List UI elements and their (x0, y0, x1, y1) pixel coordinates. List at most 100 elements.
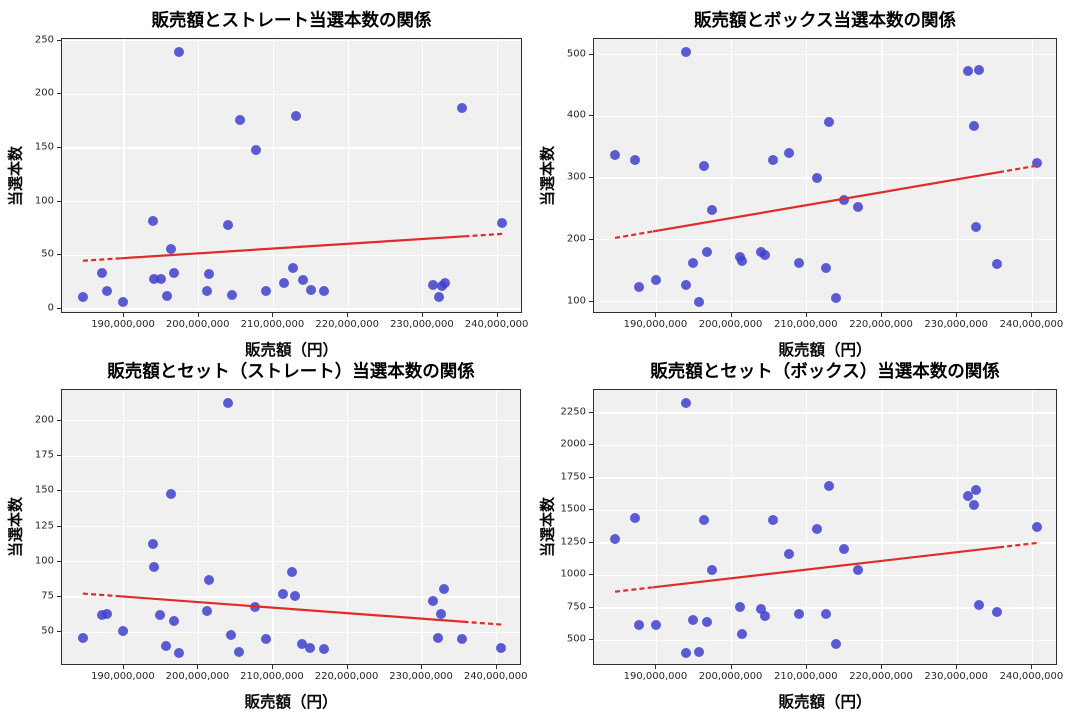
scatter-point (707, 565, 718, 576)
y-axis-label: 当選本数 (538, 145, 557, 206)
x-tick-label: 230,000,000 (390, 319, 454, 330)
y-tick-mark (57, 147, 61, 149)
y-tick-label: 750 (566, 601, 586, 613)
y-tick-label: 100 (34, 195, 54, 207)
gridline (655, 39, 657, 312)
x-tick-label: 220,000,000 (849, 671, 913, 682)
scatter-point (118, 625, 129, 636)
gridline (594, 509, 1056, 512)
scatter-point (222, 397, 233, 408)
x-tick-label: 240,000,000 (999, 671, 1064, 682)
gridline (123, 39, 125, 312)
x-tick-label: 210,000,000 (774, 671, 838, 682)
scatter-point (698, 514, 709, 525)
x-tick-label: 210,000,000 (240, 671, 304, 682)
x-tick-mark (730, 665, 732, 669)
gridline (594, 542, 1056, 544)
trend-line (82, 232, 503, 262)
x-tick-label: 220,000,000 (315, 319, 379, 330)
gridline (62, 490, 520, 492)
scatter-point (831, 292, 842, 303)
subplot-box: 販売額とボックス当選本数の関係 当選本数 販売額（円） 190,000,000 2… (539, 11, 1064, 359)
x-tick-mark (956, 313, 958, 317)
gridline (62, 561, 520, 563)
scatter-point (707, 205, 718, 216)
scatter-point (147, 538, 158, 549)
x-axis-label: 販売額（円） (244, 341, 338, 359)
y-tick-label: 50 (41, 625, 54, 637)
gridline (594, 639, 1056, 642)
scatter-point (701, 247, 712, 258)
scatter-point (852, 565, 863, 576)
scatter-point (260, 285, 271, 296)
gridline (881, 39, 883, 312)
scatter-point (201, 285, 212, 296)
scatter-point (148, 216, 159, 227)
scatter-point (767, 154, 778, 165)
x-tick-mark (421, 665, 423, 669)
scatter-point (737, 628, 748, 639)
y-tick-mark (589, 177, 593, 179)
y-tick-mark (589, 574, 593, 576)
y-tick-label: 175 (34, 449, 54, 461)
x-tick-label: 240,000,000 (999, 319, 1064, 330)
gridline (731, 39, 733, 312)
scatter-point (433, 632, 444, 643)
x-tick-mark (347, 313, 349, 317)
scatter-point (456, 634, 467, 645)
gridline (62, 254, 521, 256)
scatter-point (688, 258, 699, 269)
gridline (62, 420, 520, 422)
gridline (731, 390, 733, 664)
subplot-set-box: 販売額とセット（ボックス）当選本数の関係 当選本数 販売額（円） 190,000… (539, 362, 1064, 711)
y-tick-mark (57, 525, 61, 527)
x-tick-label: 190,000,000 (623, 671, 688, 682)
x-tick-label: 200,000,000 (698, 671, 763, 682)
y-tick-mark (57, 200, 61, 202)
scatter-point (812, 173, 823, 184)
y-tick-label: 1750 (560, 471, 586, 483)
y-tick-label: 50 (41, 248, 54, 260)
x-tick-mark (655, 665, 657, 669)
y-tick-label: 150 (34, 141, 54, 153)
x-axis-label: 販売額（円） (244, 693, 338, 711)
subplot-straight: 販売額とストレート当選本数の関係 当選本数 販売額（円） 190,000,000… (7, 11, 529, 359)
scatter-point (226, 290, 237, 301)
y-tick-mark (589, 53, 593, 55)
scatter-point (759, 610, 770, 621)
scatter-point (794, 258, 805, 269)
y-tick-label: 1500 (560, 503, 586, 515)
scatter-point (681, 280, 692, 291)
scatter-point (428, 280, 439, 291)
scatter-point (305, 284, 316, 295)
scatter-point (169, 267, 180, 278)
y-tick-mark (589, 541, 593, 543)
x-tick-mark (881, 313, 883, 317)
x-tick-label: 200,000,000 (698, 319, 763, 330)
y-tick-label: 2250 (560, 406, 586, 418)
scatter-point (962, 491, 973, 502)
gridline (62, 40, 521, 42)
y-axis-label: 当選本数 (6, 145, 25, 206)
scatter-point (681, 648, 692, 659)
gridline (594, 574, 1056, 577)
scatter-point (203, 575, 214, 586)
scatter-point (497, 218, 508, 229)
plot-area (61, 389, 521, 665)
x-tick-mark (881, 665, 883, 669)
x-axis-label: 販売額（円） (778, 341, 872, 359)
scatter-point (155, 273, 166, 284)
plot-title: 販売額とセット（ストレート）当選本数の関係 (107, 362, 475, 382)
scatter-point (821, 262, 832, 273)
scatter-point (161, 641, 172, 652)
scatter-point (1031, 157, 1042, 168)
plot-area (61, 38, 522, 313)
scatter-point (650, 274, 661, 285)
plot-area (593, 389, 1057, 665)
y-tick-label: 300 (566, 171, 586, 183)
scatter-point (234, 115, 245, 126)
scatter-point (290, 590, 301, 601)
scatter-point (962, 66, 973, 77)
scatter-point (260, 634, 271, 645)
